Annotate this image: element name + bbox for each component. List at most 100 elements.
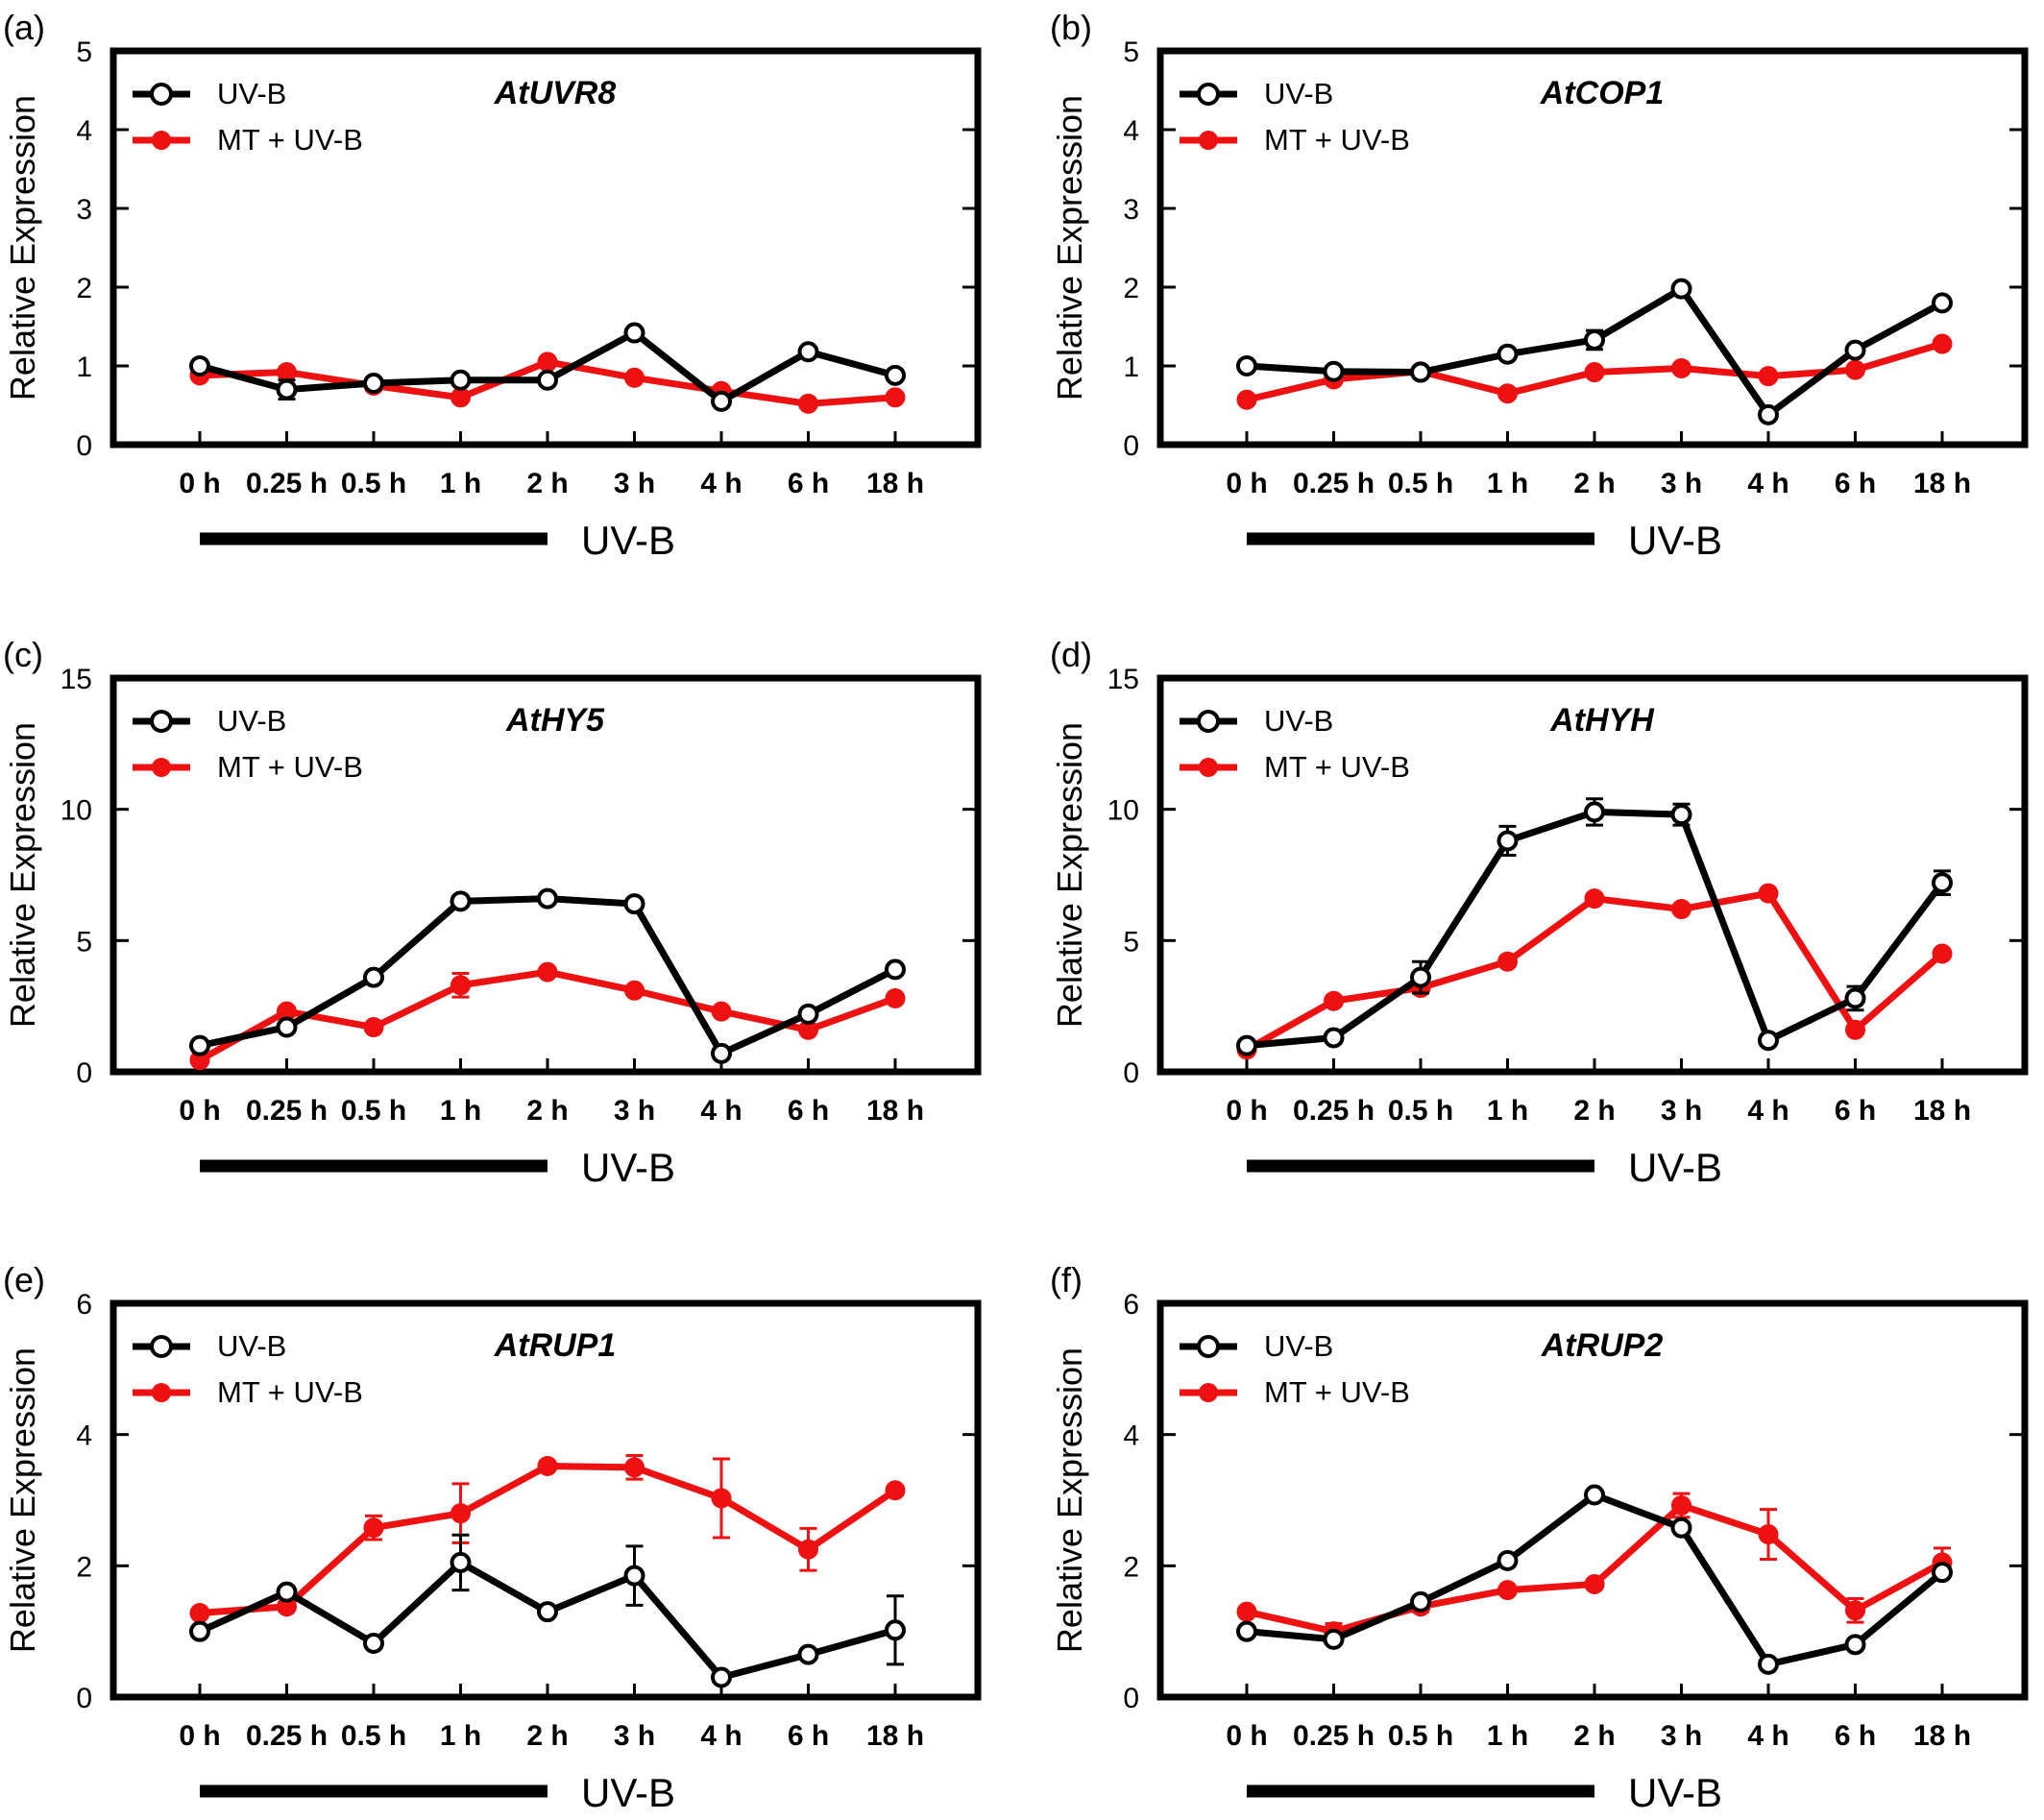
x-tick-label: 6 h xyxy=(1835,1720,1876,1752)
data-point xyxy=(1844,1634,1866,1656)
x-tick-label: 4 h xyxy=(1747,468,1788,499)
legend-label-mt-uvb: MT + UV-B xyxy=(1264,123,1410,157)
plot-frame xyxy=(110,1299,982,1701)
x-tick-label: 0.5 h xyxy=(341,468,406,499)
x-tick-label: 0.25 h xyxy=(1293,468,1375,499)
legend-marker-mt-uvb xyxy=(1199,1383,1218,1402)
panel-a: (a) 0 1 2 3 4 5 Relative Expression 0 h 0.25 h 0.5… xyxy=(3,8,982,563)
data-point xyxy=(1410,966,1431,988)
x-tick-label: 18 h xyxy=(866,468,924,499)
data-point xyxy=(1323,360,1345,382)
series-uvb xyxy=(1236,797,1953,1056)
gene-title: AtCOP1 xyxy=(1540,75,1664,111)
x-tick-label: 1 h xyxy=(440,1720,481,1752)
data-point xyxy=(450,1503,471,1524)
treatment-label: UV-B xyxy=(1628,518,1722,563)
data-point xyxy=(1844,987,1866,1009)
y-tick-label: 10 xyxy=(61,795,92,827)
y-tick-label: 5 xyxy=(76,36,92,68)
data-point xyxy=(189,1603,210,1624)
treatment-label: UV-B xyxy=(581,1770,675,1815)
data-point xyxy=(1410,361,1431,383)
data-point xyxy=(537,887,558,910)
data-point xyxy=(1932,333,1953,354)
legend-label-uvb: UV-B xyxy=(1264,77,1333,110)
data-point xyxy=(885,959,906,981)
x-tick-label: 3 h xyxy=(614,468,655,499)
legend-marker-mt-uvb xyxy=(152,758,171,777)
x-tick-label: 4 h xyxy=(1747,1720,1788,1752)
y-tick-label: 0 xyxy=(76,1057,92,1089)
legend: UV-B MT + UV-B xyxy=(133,704,363,784)
y-tick-label: 5 xyxy=(1123,926,1139,958)
series-uvb xyxy=(1236,1484,1953,1675)
data-point xyxy=(1845,359,1865,380)
data-point xyxy=(1497,383,1518,404)
data-point xyxy=(537,1601,558,1623)
data-point xyxy=(885,1480,906,1501)
data-point xyxy=(1584,1573,1605,1594)
data-point xyxy=(450,1551,472,1573)
y-tick-label: 2 xyxy=(1123,273,1139,304)
series-mt-uvb xyxy=(189,1454,906,1624)
data-point xyxy=(537,961,558,983)
legend-label-mt-uvb: MT + UV-B xyxy=(1264,750,1410,784)
data-point xyxy=(1758,403,1779,425)
x-tick-label: 0.25 h xyxy=(1293,1095,1375,1127)
x-tick-label: 2 h xyxy=(526,1095,568,1127)
x-tick-label: 6 h xyxy=(1835,1095,1876,1127)
data-point xyxy=(1670,1517,1692,1539)
data-point xyxy=(1236,1034,1257,1056)
data-point xyxy=(1236,1620,1257,1642)
x-tick-label: 3 h xyxy=(614,1720,655,1752)
data-point xyxy=(885,1619,906,1641)
data-point xyxy=(537,352,558,373)
x-tick-label: 0.5 h xyxy=(341,1720,406,1752)
treatment-label: UV-B xyxy=(581,1145,675,1190)
x-tick-label: 0 h xyxy=(179,468,220,499)
legend-marker-uvb xyxy=(150,1335,173,1358)
data-point xyxy=(1324,990,1344,1011)
data-point xyxy=(1671,899,1691,920)
data-point xyxy=(1932,872,1953,894)
legend-label-uvb: UV-B xyxy=(217,1329,286,1363)
y-tick-label: 5 xyxy=(1123,36,1139,68)
data-point xyxy=(363,1517,384,1539)
data-point xyxy=(1584,362,1605,383)
y-axis-label: Relative Expression xyxy=(3,95,42,400)
data-point xyxy=(537,369,558,391)
data-point xyxy=(1496,1549,1519,1571)
data-point xyxy=(1323,1628,1345,1650)
y-tick-label: 3 xyxy=(1123,194,1139,226)
y-tick-label: 1 xyxy=(76,352,92,383)
legend-label-uvb: UV-B xyxy=(1264,1329,1333,1363)
data-point xyxy=(1844,339,1866,361)
data-point xyxy=(711,1042,732,1064)
x-tick-label: 0.5 h xyxy=(341,1095,406,1127)
data-point xyxy=(189,1034,210,1056)
treatment-label: UV-B xyxy=(1628,1145,1722,1190)
y-tick-label: 3 xyxy=(76,194,92,226)
data-point xyxy=(711,390,732,412)
data-point xyxy=(363,1632,384,1654)
data-point xyxy=(885,987,906,1008)
gene-title: AtRUP2 xyxy=(1541,1327,1664,1364)
y-tick-label: 0 xyxy=(76,430,92,462)
legend-marker-uvb xyxy=(150,710,173,733)
data-point xyxy=(276,1016,298,1038)
legend-label-uvb: UV-B xyxy=(217,704,286,738)
data-point xyxy=(885,387,906,408)
panel-label: (a) xyxy=(3,8,45,47)
legend: UV-B MT + UV-B xyxy=(1180,704,1410,784)
x-tick-label: 0.5 h xyxy=(1388,1095,1453,1127)
x-tick-label: 2 h xyxy=(1573,468,1615,499)
y-tick-label: 6 xyxy=(76,1289,92,1321)
data-point xyxy=(1932,943,1953,964)
y-axis-label: Relative Expression xyxy=(1050,722,1089,1028)
x-tick-label: 0.5 h xyxy=(1388,468,1453,499)
legend-marker-uvb xyxy=(1197,1335,1220,1358)
data-point xyxy=(1496,830,1519,852)
x-tick-label: 18 h xyxy=(1913,1095,1971,1127)
data-point xyxy=(1410,1590,1431,1613)
y-tick-label: 15 xyxy=(1107,664,1139,695)
